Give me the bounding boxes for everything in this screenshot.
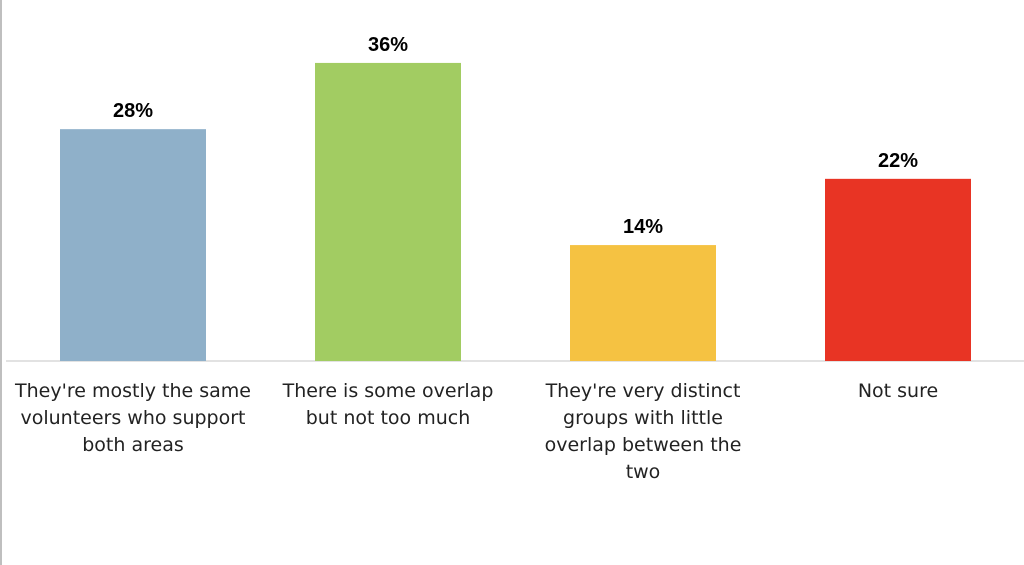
bar-4: [825, 178, 971, 361]
category-label-1: They're mostly the same volunteers who su…: [15, 380, 251, 456]
data-labels-group: 28% 36% 14% 22%: [113, 34, 918, 238]
data-label-2: 36%: [368, 34, 408, 56]
data-label-1: 28%: [113, 100, 153, 122]
category-label-4: Not sure: [857, 380, 939, 402]
bar-2: [315, 62, 461, 362]
data-label-3: 14%: [623, 216, 663, 238]
bar-3: [570, 245, 716, 361]
bars-group: [60, 62, 971, 362]
category-label-2: There is some overlap but not too much: [282, 380, 494, 429]
data-label-4: 22%: [878, 150, 918, 172]
bar-1: [60, 129, 206, 361]
chart-left-border: [0, 0, 2, 565]
category-label-3: They're very distinct groups with little o…: [544, 380, 742, 483]
